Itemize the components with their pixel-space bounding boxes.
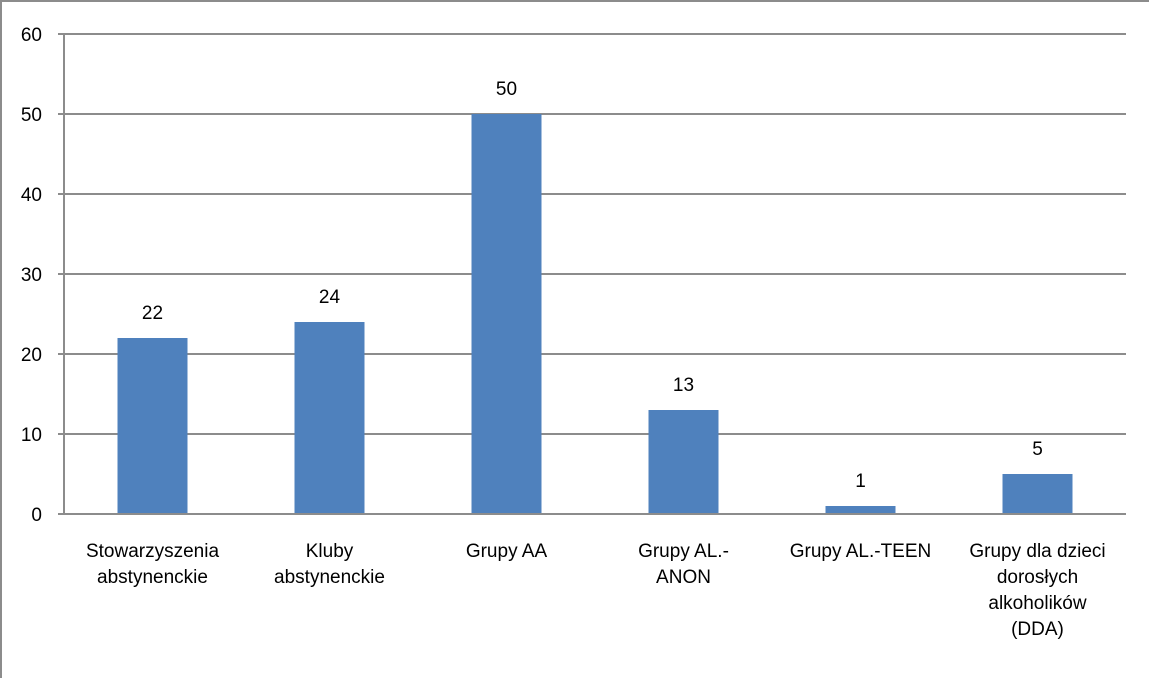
category-label-2: Kluby abstynenckie [274,541,385,588]
y-tick-label: 50 [21,105,42,126]
y-tick-label: 20 [21,345,42,366]
category-label-line: Stowarzyszenia [86,541,219,562]
category-label-line: Kluby [306,541,354,562]
y-tick-labels: 0 10 20 30 40 50 60 [21,25,42,526]
y-tick-label: 40 [21,185,42,206]
y-tick-label: 10 [21,425,42,446]
bar-1 [117,338,188,514]
category-label-line: Grupy AL.- [638,541,729,562]
data-label-1: 22 [142,303,163,324]
data-label-2: 24 [319,287,341,308]
bar-2 [294,322,365,514]
y-tick-label: 60 [21,25,42,46]
y-tick-label: 0 [31,505,42,526]
category-label-line: Grupy dla dzieci [969,541,1105,562]
category-label-line: ANON [656,567,711,588]
data-label-6: 5 [1032,439,1043,460]
y-tick-label: 30 [21,265,42,286]
bar-4 [648,410,719,514]
axes [58,33,1126,515]
data-label-5: 1 [855,471,866,492]
category-label-5: Grupy AL.-TEEN [790,541,932,562]
bar-5 [825,506,896,514]
data-label-4: 13 [673,375,694,396]
category-label-1: Stowarzyszenia abstynenckie [86,541,219,588]
category-label-line: abstynenckie [97,567,208,588]
category-label-line: Grupy AL.-TEEN [790,541,932,562]
category-label-line: Grupy AA [466,541,548,562]
bar-6 [1002,474,1073,514]
category-label-line: dorosłych [997,567,1078,588]
category-label-line: abstynenckie [274,567,385,588]
category-label-3: Grupy AA [466,541,548,562]
category-labels: Stowarzyszenia abstynenckie Kluby abstynenc… [86,541,1106,640]
category-label-line: alkoholików [988,593,1086,614]
category-label-line: (DDA) [1011,619,1064,640]
bars [117,114,1073,514]
bar-3 [471,114,542,514]
category-label-6: Grupy dla dzieci dorosłych alkoholików (DDA… [969,541,1105,640]
data-labels: 22 24 50 13 1 5 [142,79,1043,492]
category-label-4: Grupy AL.- ANON [638,541,729,588]
data-label-3: 50 [496,79,517,100]
gridlines [64,33,1126,435]
